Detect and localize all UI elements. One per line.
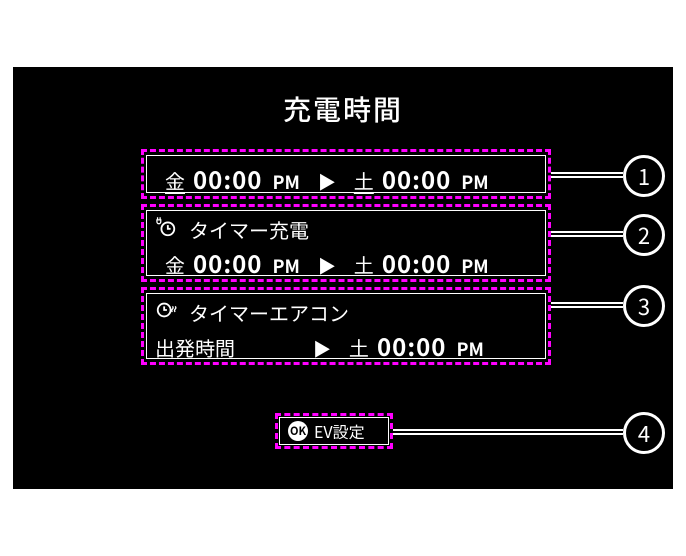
plug-timer-icon — [155, 216, 177, 243]
end-time: 00:00 — [382, 161, 451, 196]
arrow-icon: ▶ — [318, 253, 336, 279]
arrow-icon: ▶ — [318, 169, 336, 195]
callout-number-1: 1 — [623, 155, 665, 197]
r2-end-time: 00:00 — [382, 245, 451, 280]
timer-ac-label: タイマーエアコン — [189, 298, 349, 327]
callout-number-4: 4 — [623, 412, 665, 454]
r2-start-ampm: PM — [272, 253, 299, 279]
timer-ac-row[interactable]: タイマーエアコン 出発時間 ▶ 土 00:00PM — [146, 293, 546, 359]
ev-settings-button[interactable]: OK EV設定 — [279, 417, 389, 445]
end-day: 土 — [354, 166, 374, 195]
start-day: 金 — [165, 166, 185, 195]
timer-charge-row[interactable]: タイマー充電 金 00:00PM ▶ 土 00:00PM — [146, 210, 546, 276]
screen: 充電時間 金 00:00 PM ▶ 土 00:00 PM タイマー充電 金 00:0… — [13, 67, 673, 489]
clock-ac-icon — [155, 299, 177, 326]
r2-start-time: 00:00 — [193, 245, 262, 280]
departure-label: 出発時間 — [155, 333, 285, 362]
r2-end-ampm: PM — [461, 253, 488, 279]
charge-time-row[interactable]: 金 00:00 PM ▶ 土 00:00 PM — [146, 155, 546, 193]
start-time: 00:00 — [193, 161, 262, 196]
timer-charge-label: タイマー充電 — [189, 215, 309, 244]
r3-end-day: 土 — [349, 333, 369, 362]
end-ampm: PM — [461, 169, 488, 195]
r3-end-ampm: PM — [456, 336, 483, 362]
r3-end-time: 00:00 — [377, 328, 446, 363]
start-ampm: PM — [272, 169, 299, 195]
r2-start-day: 金 — [165, 250, 185, 279]
page-title: 充電時間 — [13, 89, 673, 129]
ev-settings-label: EV設定 — [314, 419, 365, 443]
callout-number-2: 2 — [623, 214, 665, 256]
r2-end-day: 土 — [354, 250, 374, 279]
arrow-icon: ▶ — [313, 336, 331, 362]
callout-number-3: 3 — [623, 285, 665, 327]
ok-badge-icon: OK — [288, 421, 308, 441]
